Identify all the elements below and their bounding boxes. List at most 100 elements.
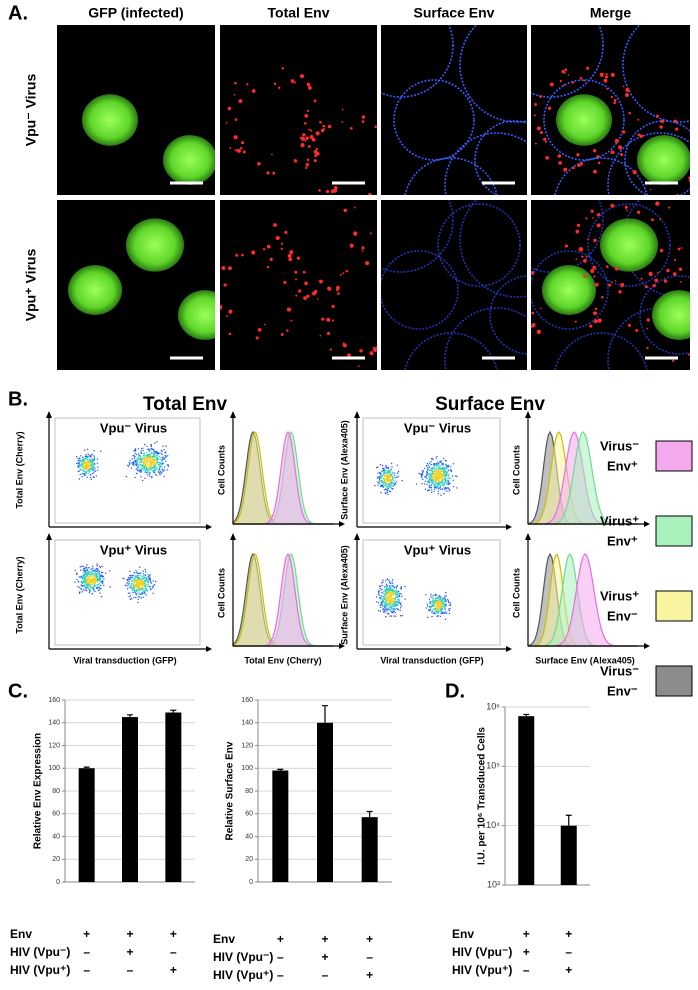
env-punctum bbox=[272, 171, 276, 175]
event-dot bbox=[387, 479, 389, 481]
event-dot bbox=[384, 493, 387, 495]
event-dot bbox=[87, 464, 90, 467]
event-dot bbox=[79, 576, 82, 578]
event-dot bbox=[377, 472, 379, 474]
event-dot bbox=[443, 473, 445, 476]
event-dot bbox=[78, 592, 81, 594]
event-dot bbox=[151, 448, 153, 450]
event-dot bbox=[384, 588, 386, 590]
event-dot bbox=[393, 601, 395, 603]
event-dot bbox=[382, 486, 385, 488]
bar bbox=[317, 722, 333, 882]
event-dot bbox=[158, 466, 161, 468]
event-dot bbox=[135, 581, 138, 584]
env-punctum bbox=[597, 161, 601, 165]
micrograph bbox=[381, 25, 527, 195]
event-dot bbox=[440, 488, 442, 490]
env-punctum bbox=[284, 230, 288, 235]
event-dot bbox=[130, 467, 133, 469]
event-dot bbox=[133, 585, 136, 587]
event-dot bbox=[385, 611, 387, 613]
event-dot bbox=[131, 458, 134, 460]
event-dot bbox=[437, 606, 440, 609]
panel-label: B. bbox=[8, 388, 28, 410]
event-dot bbox=[398, 601, 401, 604]
event-dot bbox=[84, 465, 86, 467]
event-dot bbox=[165, 445, 167, 447]
event-dot bbox=[91, 567, 94, 569]
env-punctum bbox=[296, 256, 301, 260]
event-dot bbox=[401, 614, 404, 617]
event-dot bbox=[428, 605, 431, 608]
event-dot bbox=[393, 586, 396, 589]
event-dot bbox=[92, 461, 94, 463]
event-dot bbox=[146, 462, 149, 464]
event-dot bbox=[90, 579, 93, 582]
event-dot bbox=[92, 467, 95, 469]
event-dot bbox=[137, 586, 139, 588]
arrowhead bbox=[354, 533, 360, 540]
env-punctum bbox=[269, 257, 273, 262]
event-dot bbox=[438, 471, 441, 473]
event-dot bbox=[444, 467, 447, 470]
event-dot bbox=[157, 471, 160, 473]
event-dot bbox=[138, 580, 141, 583]
event-dot bbox=[443, 600, 446, 602]
event-dot bbox=[428, 475, 430, 477]
event-dot bbox=[144, 471, 147, 473]
event-dot bbox=[449, 482, 451, 484]
env-punctum bbox=[372, 346, 375, 349]
event-dot bbox=[445, 600, 447, 602]
event-dot bbox=[385, 467, 388, 469]
event-dot bbox=[129, 574, 131, 577]
event-dot bbox=[404, 585, 406, 588]
event-dot bbox=[139, 470, 141, 472]
event-dot bbox=[385, 475, 387, 477]
env-punctum bbox=[574, 320, 577, 323]
event-dot bbox=[388, 601, 390, 603]
env-punctum bbox=[311, 291, 317, 296]
event-dot bbox=[91, 465, 94, 468]
event-dot bbox=[382, 605, 384, 607]
event-dot bbox=[448, 490, 450, 492]
event-dot bbox=[437, 484, 439, 487]
bar bbox=[78, 768, 95, 882]
env-punctum bbox=[319, 120, 322, 124]
event-dot bbox=[86, 448, 89, 451]
event-dot bbox=[80, 565, 83, 567]
event-dot bbox=[434, 470, 436, 472]
y-tick-label: 40 bbox=[52, 833, 60, 840]
event-dot bbox=[164, 456, 167, 458]
event-dot bbox=[456, 487, 458, 489]
event-dot bbox=[446, 479, 448, 481]
env-punctum bbox=[283, 280, 287, 285]
env-punctum bbox=[604, 75, 609, 79]
env-punctum bbox=[582, 274, 587, 278]
event-dot bbox=[437, 490, 440, 492]
event-dot bbox=[145, 584, 148, 587]
y-tick-label: 80 bbox=[52, 788, 60, 795]
event-dot bbox=[436, 483, 439, 486]
event-dot bbox=[144, 460, 147, 463]
env-punctum bbox=[266, 171, 270, 175]
env-punctum bbox=[533, 114, 536, 117]
event-dot bbox=[85, 471, 87, 474]
event-dot bbox=[89, 462, 91, 464]
event-dot bbox=[150, 457, 152, 459]
event-dot bbox=[448, 609, 451, 612]
event-dot bbox=[442, 597, 444, 600]
event-dot bbox=[426, 490, 429, 492]
event-dot bbox=[383, 480, 385, 483]
env-punctum bbox=[680, 247, 683, 249]
event-dot bbox=[439, 477, 441, 479]
event-dot bbox=[137, 448, 139, 450]
event-dot bbox=[389, 471, 391, 473]
event-dot bbox=[78, 470, 81, 472]
event-dot bbox=[145, 589, 148, 591]
event-dot bbox=[382, 593, 384, 595]
event-dot bbox=[390, 468, 392, 470]
y-tick-label: 10⁴ bbox=[486, 820, 500, 830]
event-dot bbox=[88, 578, 91, 581]
event-dot bbox=[418, 472, 421, 475]
event-dot bbox=[391, 578, 394, 581]
